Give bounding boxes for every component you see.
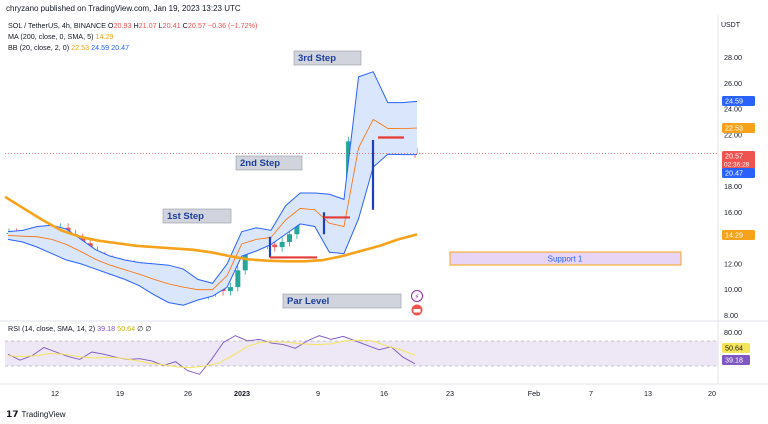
y-tick-label-5: 16.00 (724, 208, 742, 217)
x-tick-label-6: 23 (446, 389, 454, 398)
rsi-tick-label: 80.00 (724, 328, 742, 337)
annotation-label-1: 2nd Step (240, 158, 280, 169)
flash-glyph-icon: ⚡ (415, 293, 420, 301)
brand-label: TradingView (21, 410, 66, 419)
rsi-extra: ∅ ∅ (137, 324, 152, 333)
price-label-text-2: 20.57 (725, 152, 743, 161)
annotation-box-2 (162, 208, 232, 224)
close-value: 20.57 (187, 21, 206, 30)
y-tick-label-2: 24.00 (724, 105, 742, 114)
x-tick-label-9: 13 (644, 389, 652, 398)
annotation-label-2: 1st Step (167, 211, 204, 222)
bb-label: BB (20, close, 2, 0) (8, 43, 70, 52)
price-label-text-1: 22.53 (725, 124, 743, 133)
rsi-line (7, 335, 416, 375)
symbol-label[interactable]: SOL / TetherUS, 4h, BINANCE (8, 21, 106, 30)
bb-fill (8, 71, 417, 306)
x-tick-label-8: 7 (589, 389, 593, 398)
ma-label: MA (200, close, 0, SMA, 5) (8, 32, 94, 41)
ma-value: 14.29 (95, 32, 114, 41)
rsi-ma-value: 50.64 (117, 324, 136, 333)
x-tick-label-7: Feb (528, 389, 540, 398)
publish-info: chryzano published on TradingView.com, J… (6, 4, 241, 13)
candle-body-30 (227, 287, 233, 291)
change-value: −0.36 (−1.72%) (207, 21, 258, 30)
annotation-box-0 (293, 50, 362, 66)
rsi-ma-label-bg (722, 343, 750, 353)
tradingview-logo[interactable]: 𝟭𝟳 TradingView (6, 409, 66, 420)
annotation-label-0: 3rd Step (298, 53, 336, 64)
annotation-box-1 (235, 155, 303, 171)
support-box (449, 251, 682, 266)
x-tick-label-3: 2023 (234, 389, 250, 398)
y-tick-label-8: 8.00 (724, 311, 738, 320)
ma-line (4, 195, 418, 263)
price-label-bg-4 (722, 230, 755, 240)
high-value: 21.07 (138, 21, 157, 30)
x-tick-label-2: 26 (184, 389, 192, 398)
candle-body-37 (279, 241, 285, 248)
flash-event-icon (411, 290, 423, 302)
x-tick-label-10: 20 (708, 389, 716, 398)
tradingview-mark-icon: 𝟭𝟳 (6, 409, 19, 419)
y-tick-label-1: 26.00 (724, 79, 742, 88)
bb-lower-line (7, 153, 417, 306)
y-tick-label-4: 18.00 (724, 182, 742, 191)
x-tick-label-5: 16 (380, 389, 388, 398)
legend-ma-row[interactable]: MA (200, close, 0, SMA, 5) 14.29 (8, 32, 113, 41)
y-tick-label-3: 22.00 (724, 130, 742, 139)
price-label-bg-0 (722, 96, 755, 106)
bb-basis-line (7, 118, 418, 291)
support-label: Support 1 (548, 255, 583, 264)
rsi-label-bg (722, 355, 750, 365)
price-label-countdown-2: 02:36:28 (724, 162, 750, 169)
open-value: 20.93 (113, 21, 132, 30)
rsi-label: RSI (14, close, SMA, 14, 2) (8, 324, 96, 333)
low-value: 20.41 (162, 21, 181, 30)
earnings-glyph-icon (413, 309, 421, 313)
currency-label: USDT (720, 22, 740, 29)
annotation-label-3: Par Level (287, 296, 329, 307)
bb-upper-value: 24.59 (91, 43, 110, 52)
rsi-band (5, 341, 718, 366)
price-label-text-4: 14.29 (725, 231, 743, 240)
candle-body-31 (235, 270, 241, 288)
legend-symbol-row: SOL / TetherUS, 4h, BINANCE O20.93 H21.0… (8, 21, 258, 30)
rsi-ma-line (7, 339, 416, 369)
legend-bb-row[interactable]: BB (20, close, 2, 0) 22.53 24.59 20.47 (8, 43, 129, 52)
annotation-box-3 (282, 293, 402, 309)
x-tick-label-4: 9 (316, 389, 320, 398)
rsi-value: 39.18 (97, 324, 116, 333)
legend-rsi-row[interactable]: RSI (14, close, SMA, 14, 2) 39.18 50.64 … (8, 324, 152, 333)
bb-lower-value: 20.47 (111, 43, 130, 52)
price-label-bg-1 (722, 123, 755, 133)
candle-body-38 (287, 234, 293, 242)
bb-basis-value: 22.53 (71, 43, 90, 52)
y-tick-label-6: 12.00 (724, 259, 742, 268)
rsi-label-text: 39.18 (725, 356, 743, 365)
rsi-ma-label-text: 50.64 (725, 344, 743, 353)
price-label-bg-3 (722, 168, 755, 178)
price-label-text-3: 20.47 (725, 169, 743, 178)
price-label-text-0: 24.59 (725, 97, 743, 106)
x-tick-label-1: 19 (116, 389, 124, 398)
x-tick-label-0: 12 (51, 389, 59, 398)
y-tick-label-0: 28.00 (724, 53, 742, 62)
candle-body-36 (272, 244, 278, 248)
price-label-bg-2 (722, 151, 755, 169)
y-tick-label-7: 10.00 (724, 285, 742, 294)
